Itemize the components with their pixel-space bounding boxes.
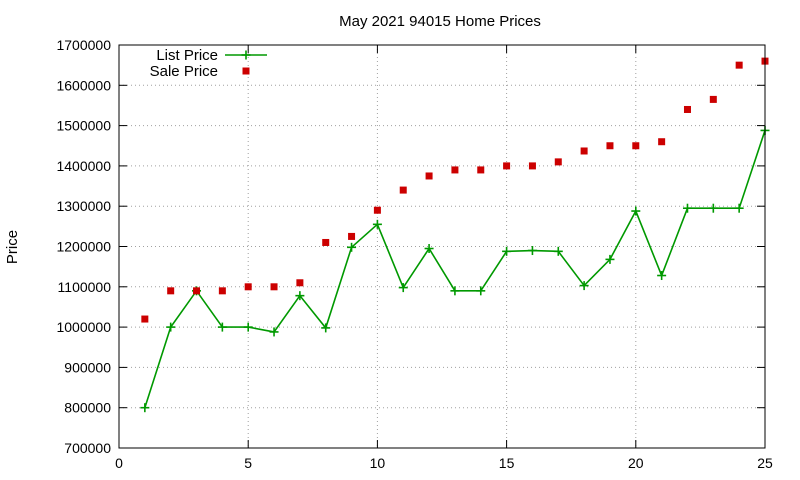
list-price-point xyxy=(631,206,641,216)
series-layer xyxy=(140,57,770,413)
legend-plus-marker xyxy=(241,50,251,60)
sale-price-point xyxy=(322,238,330,246)
list-price-point xyxy=(269,327,279,337)
y-tick-label: 1600000 xyxy=(56,77,111,93)
list-price-point xyxy=(140,403,150,413)
sale-price-point xyxy=(606,142,614,150)
sale-price-point xyxy=(683,105,691,113)
y-tick-label: 1400000 xyxy=(56,158,111,174)
sale-price-point xyxy=(425,172,433,180)
series-sale-price xyxy=(141,57,769,323)
sale-price-point xyxy=(451,166,459,174)
sale-price-point xyxy=(193,287,201,295)
list-price-point xyxy=(372,219,382,229)
list-price-point xyxy=(424,244,434,254)
sale-price-point xyxy=(658,138,666,146)
sale-price-point xyxy=(399,186,407,194)
sale-price-point xyxy=(141,315,149,323)
sale-price-point xyxy=(373,206,381,214)
sale-price-point xyxy=(528,162,536,170)
sale-price-point xyxy=(554,158,562,166)
y-tick-label: 700000 xyxy=(64,440,111,456)
list-price-point xyxy=(243,322,253,332)
sale-price-point xyxy=(218,287,226,295)
list-price-point xyxy=(347,242,357,252)
y-axis-title: Price xyxy=(4,230,21,264)
y-tick-label: 1500000 xyxy=(56,118,111,134)
list-price-point xyxy=(708,203,718,213)
list-price-point xyxy=(527,246,537,256)
sale-price-point xyxy=(244,283,252,291)
list-price-point xyxy=(217,322,227,332)
y-tick-label: 800000 xyxy=(64,400,111,416)
y-tick-label: 1100000 xyxy=(58,279,112,295)
chart-title: May 2021 94015 Home Prices xyxy=(339,13,541,30)
sale-price-point xyxy=(503,162,511,170)
y-tick-label: 1300000 xyxy=(56,198,111,214)
list-price-point xyxy=(734,203,744,213)
x-tick-label: 20 xyxy=(628,455,644,471)
axis-ticks: 700000 800000 900000 1000000 1100000 1200000 1… xyxy=(56,37,773,471)
x-tick-label: 10 xyxy=(370,455,386,471)
sale-price-point xyxy=(580,147,588,155)
legend-label: Sale Price xyxy=(150,63,218,80)
list-price-point xyxy=(502,246,512,256)
list-price-point xyxy=(579,281,589,291)
sale-price-point xyxy=(270,283,278,291)
legend-label: List Price xyxy=(156,47,218,64)
x-tick-label: 5 xyxy=(244,455,252,471)
sale-price-point xyxy=(709,95,717,103)
list-price-point xyxy=(657,271,667,281)
legend-square-marker xyxy=(242,67,250,75)
x-tick-label: 25 xyxy=(757,455,773,471)
y-tick-label: 900000 xyxy=(64,359,111,375)
sale-price-point xyxy=(296,279,304,287)
x-tick-label: 0 xyxy=(115,455,123,471)
list-price-point xyxy=(321,323,331,333)
sale-price-point xyxy=(167,287,175,295)
y-tick-label: 1200000 xyxy=(56,239,111,255)
list-price-point xyxy=(682,203,692,213)
plot-frame xyxy=(118,44,766,449)
list-price-point xyxy=(476,286,486,296)
list-price-point xyxy=(553,246,563,256)
list-price-point xyxy=(450,286,460,296)
list-price-point xyxy=(295,291,305,301)
y-tick-label: 1000000 xyxy=(56,319,111,335)
sale-price-point xyxy=(632,142,640,150)
x-tick-label: 15 xyxy=(499,455,515,471)
list-price-point xyxy=(166,322,176,332)
list-price-point xyxy=(398,283,408,293)
list-price-point xyxy=(605,254,615,264)
grid xyxy=(119,45,765,448)
sale-price-point xyxy=(348,232,356,240)
y-tick-label: 1700000 xyxy=(56,37,111,53)
sale-price-point xyxy=(735,61,743,69)
sale-price-point xyxy=(477,166,485,174)
